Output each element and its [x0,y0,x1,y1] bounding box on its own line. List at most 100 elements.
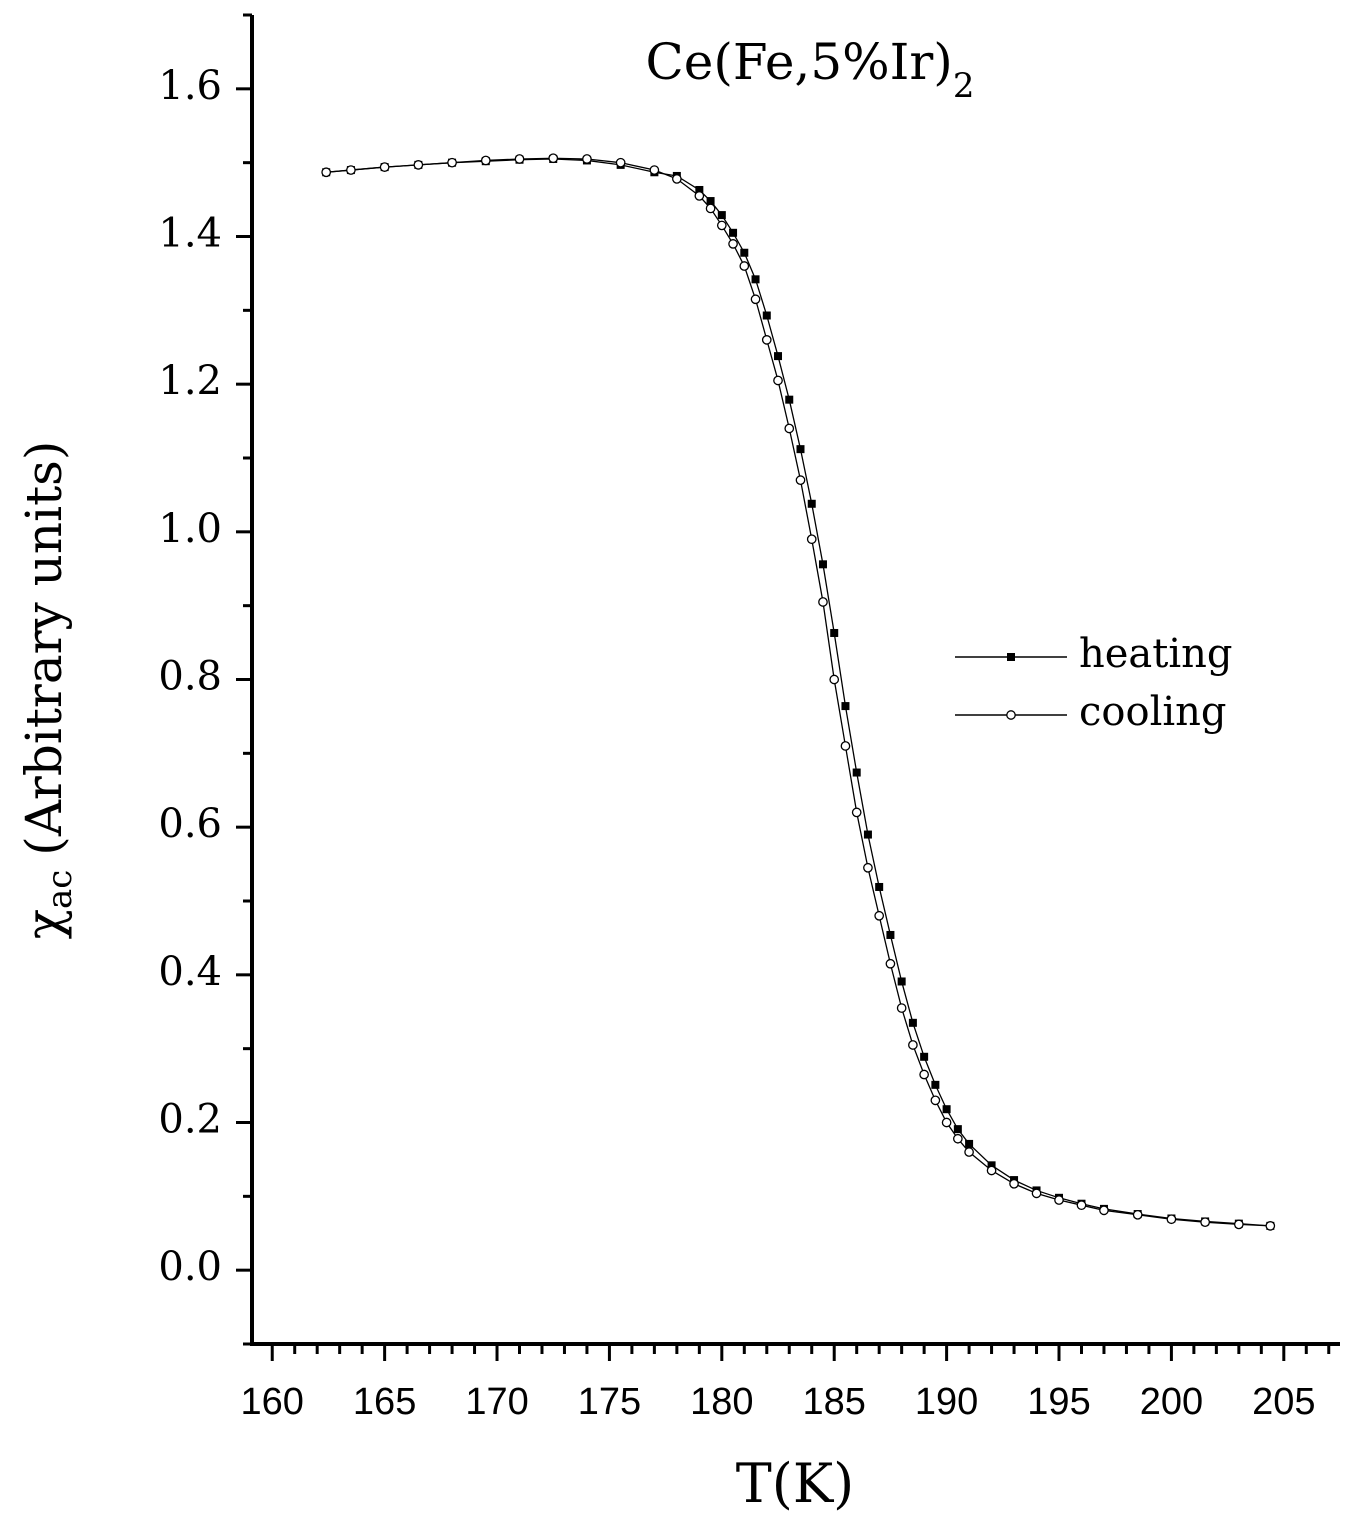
marker-circle [1031,1188,1042,1199]
marker-circle [582,154,592,164]
y-tick-label: 1.0 [158,506,222,552]
x-tick-label: 160 [241,1381,304,1423]
x-tick-label: 165 [353,1381,416,1423]
marker-circle [964,1147,974,1157]
marker-circle [1009,1178,1019,1189]
y-tick-label: 1.6 [158,63,222,109]
marker-circle [908,1040,918,1050]
legend-item: cooling [955,689,1227,735]
x-tick-label: 175 [578,1381,641,1423]
marker-square [931,1080,940,1089]
x-tick-label: 205 [1252,1381,1315,1423]
marker-circle [1076,1200,1087,1211]
marker-circle [1099,1205,1109,1216]
marker-circle [548,153,559,164]
marker-square [818,560,827,569]
legend-label: heating [1079,631,1233,677]
marker-square [762,311,771,320]
marker-square [830,628,839,637]
marker-circle [1006,710,1016,720]
marker-circle [896,1003,907,1013]
marker-circle [930,1095,941,1106]
marker-square [717,211,726,220]
marker-circle [851,807,862,818]
marker-circle [840,741,851,751]
y-label-symbol: χ [15,909,73,939]
y-tick-label: 0.4 [158,949,222,995]
marker-circle [739,261,750,271]
marker-circle [705,203,716,214]
marker-circle [1200,1217,1210,1228]
marker-square [863,830,872,839]
marker-circle [1166,1214,1177,1225]
marker-circle [321,167,332,178]
marker-circle [694,191,705,201]
x-tick-label: 190 [915,1381,978,1423]
marker-square [920,1052,929,1061]
y-tick-label: 0.0 [158,1244,222,1290]
marker-square [841,702,850,711]
marker-circle [874,910,885,921]
marker-circle [863,862,873,873]
y-axis-label: χac (Arbitrary units) [15,441,80,940]
marker-circle [1054,1195,1064,1205]
marker-circle [480,155,491,166]
marker-circle [818,597,828,607]
y-tick-label: 0.8 [158,654,222,700]
marker-square [875,882,884,891]
legend-item: heating [955,631,1233,677]
marker-square [908,1018,917,1027]
title-text: Ce(Fe,5%Ir) [646,33,953,91]
legend-label: cooling [1079,689,1227,735]
marker-square [886,930,895,939]
series-1 [321,153,1276,1231]
marker-square [852,768,861,777]
marker-circle [615,157,626,168]
x-tick-label: 185 [803,1381,866,1423]
marker-square [965,1139,974,1148]
marker-circle [829,674,840,685]
marker-circle [716,220,727,231]
marker-circle [761,335,772,345]
marker-circle [986,1165,997,1176]
marker-circle [447,157,457,168]
marker-circle [413,160,424,170]
marker-square [807,499,816,508]
marker-circle [1132,1209,1143,1220]
x-tick-label: 170 [465,1381,528,1423]
y-tick-label: 1.4 [158,211,222,257]
marker-square [942,1105,951,1114]
marker-circle [1233,1219,1244,1230]
title-subscript: 2 [953,66,975,106]
marker-square [751,275,760,284]
marker-circle [1265,1221,1276,1231]
chart-title: Ce(Fe,5%Ir)2 [646,33,975,106]
marker-circle [941,1117,952,1128]
marker-circle [728,239,738,249]
marker-square [953,1125,962,1134]
y-label-subscript: ac [40,870,80,909]
marker-circle [795,475,806,485]
x-tick-label: 180 [690,1381,753,1423]
marker-circle [885,958,896,969]
marker-square [729,228,738,237]
marker-square [785,395,794,404]
marker-circle [773,375,783,386]
marker-circle [514,154,525,164]
marker-square [774,352,783,361]
marker-square [740,248,749,257]
marker-square [1007,653,1015,661]
marker-circle [919,1069,929,1080]
x-tick-label: 195 [1027,1381,1090,1423]
y-tick-label: 0.6 [158,801,222,847]
marker-circle [672,174,682,184]
marker-circle [379,162,390,172]
marker-circle [806,534,817,545]
marker-square [796,445,805,454]
x-axis-label: T(K) [736,1452,855,1515]
x-tick-label: 200 [1140,1381,1203,1423]
marker-circle [346,165,356,175]
y-label-text: (Arbitrary units) [15,441,73,856]
